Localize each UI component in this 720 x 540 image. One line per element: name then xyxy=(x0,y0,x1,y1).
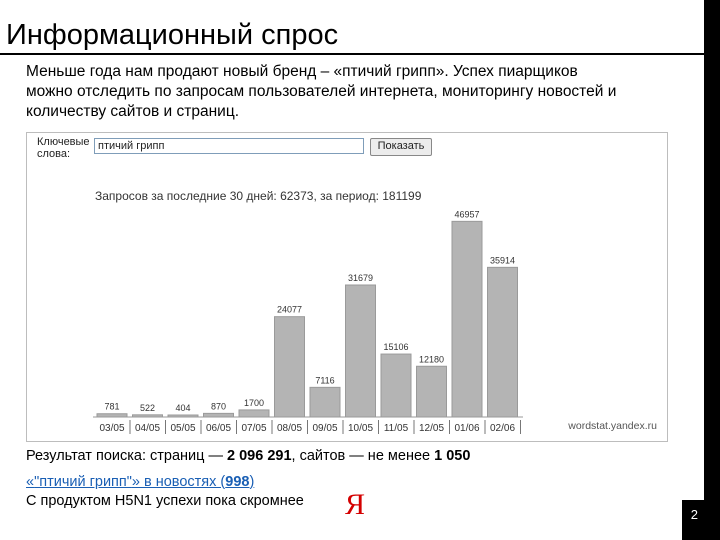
news-count: 998 xyxy=(225,474,250,490)
chart-bar xyxy=(203,412,234,418)
bar-value-label: 31679 xyxy=(348,273,373,283)
right-edge-bar xyxy=(704,0,720,540)
query-bar-chart: 781 03/05 522 04/05 404 05/05 870 06/05 1700 07/0… xyxy=(93,209,523,434)
yandex-logo[interactable]: Я xyxy=(345,488,366,521)
x-tick-label: 02/06 xyxy=(490,423,515,434)
keywords-label: Ключевые слова: xyxy=(37,136,90,160)
x-tick-label: 09/05 xyxy=(312,423,337,434)
chart-summary: Запросов за последние 30 дней: 62373, за… xyxy=(95,189,422,203)
bar-value-label: 781 xyxy=(104,402,119,412)
bar-value-label: 46957 xyxy=(454,209,479,219)
slide-title: Информационный спрос xyxy=(6,19,339,51)
bar-value-label: 522 xyxy=(140,403,155,413)
wordstat-watermark: wordstat.yandex.ru xyxy=(568,420,657,432)
x-tick-label: 01/06 xyxy=(454,423,479,434)
search-results-line: Результат поиска: страниц — 2 096 291, с… xyxy=(26,447,470,465)
keywords-label-line1: Ключевые xyxy=(37,136,90,148)
chart-bar xyxy=(309,386,341,418)
results-sites: 1 050 xyxy=(434,448,471,464)
news-query: "птичий грипп" xyxy=(34,474,132,490)
x-tick-label: 04/05 xyxy=(135,423,160,434)
bar-value-label: 404 xyxy=(175,403,190,413)
bar-value-label: 15106 xyxy=(383,342,408,352)
x-tick-label: 05/05 xyxy=(170,423,195,434)
chart-bar xyxy=(96,413,128,418)
chart-bar xyxy=(345,284,376,418)
keywords-input[interactable]: птичий грипп xyxy=(94,138,364,154)
bar-value-label: 35914 xyxy=(490,255,515,265)
x-tick-label: 10/05 xyxy=(348,423,373,434)
chart-bar xyxy=(416,365,447,418)
wordstat-panel: Ключевые слова: птичий грипп Показать За… xyxy=(26,132,668,442)
x-tick-label: 12/05 xyxy=(419,423,444,434)
chart-bar xyxy=(487,266,518,418)
bar-value-label: 870 xyxy=(211,401,226,411)
page-number: 2 xyxy=(690,507,698,522)
keywords-label-line2: слова: xyxy=(37,148,71,160)
bar-value-label: 12180 xyxy=(419,354,444,364)
bar-value-label: 1700 xyxy=(244,398,264,408)
chart-bar xyxy=(451,220,483,418)
results-middle: , сайтов — не менее xyxy=(291,448,435,464)
results-pages: 2 096 291 xyxy=(227,448,292,464)
news-end: ) xyxy=(249,474,255,490)
chart-bar xyxy=(238,409,270,418)
title-divider xyxy=(0,53,704,55)
product-line: С продуктом H5N1 успехи пока скромнее xyxy=(26,493,304,509)
chart-bar xyxy=(167,414,199,418)
chart-bar xyxy=(380,353,412,418)
x-tick-label: 07/05 xyxy=(241,423,266,434)
chart-bar xyxy=(274,316,305,418)
show-button[interactable]: Показать xyxy=(370,138,432,156)
bar-value-label: 24077 xyxy=(277,305,302,315)
news-close: » в новостях ( xyxy=(131,474,226,490)
x-tick-label: 03/05 xyxy=(99,423,124,434)
news-open: « xyxy=(26,474,35,490)
x-tick-label: 06/05 xyxy=(206,423,231,434)
news-link[interactable]: «"птичий грипп"» в новостях (998) xyxy=(26,474,254,490)
x-tick-label: 11/05 xyxy=(384,423,409,434)
x-tick-label: 08/05 xyxy=(277,423,302,434)
chart-bar xyxy=(132,414,163,418)
results-prefix: Результат поиска: страниц — xyxy=(26,448,228,464)
bar-value-label: 7116 xyxy=(315,375,334,385)
intro-paragraph: Меньше года нам продают новый бренд – «п… xyxy=(26,63,617,120)
page-number-box xyxy=(682,500,720,540)
